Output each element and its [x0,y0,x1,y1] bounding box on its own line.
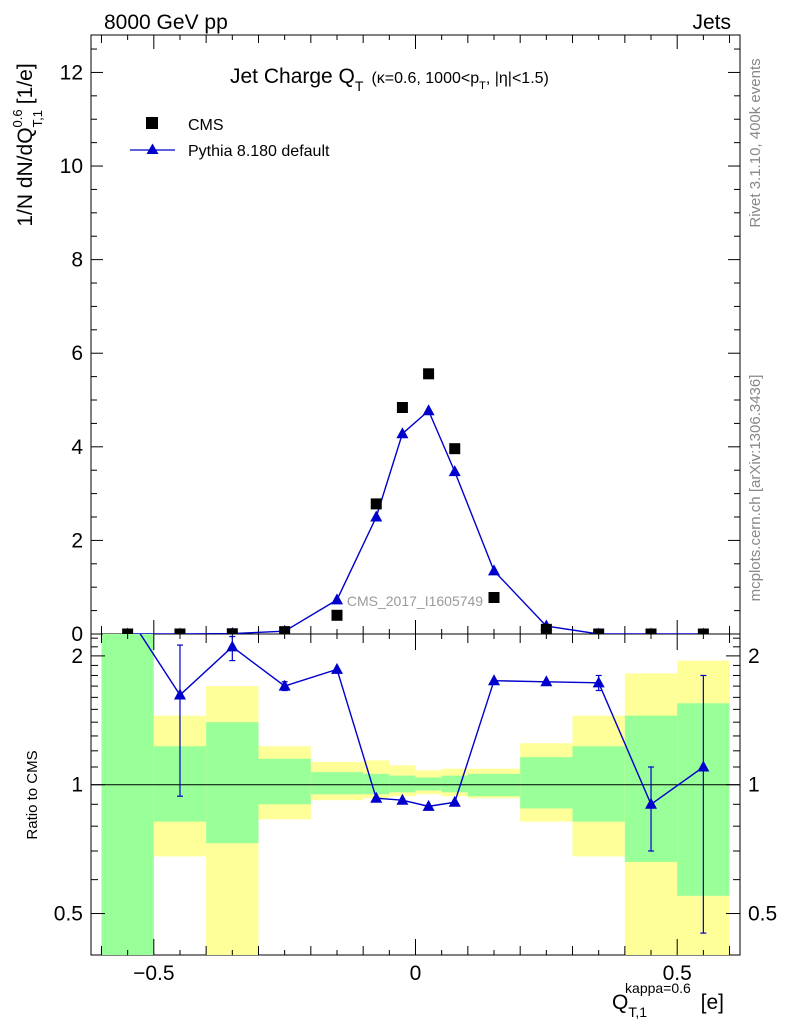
ratio-point [122,608,134,619]
ratio-band-inner [310,772,364,795]
ratio-uncertainty-bands [101,634,730,955]
cms-point [279,626,291,634]
ratio-ytick-label: 2 [71,645,83,668]
main-y-tick-labels: 0 2 4 6 8 10 12 [60,61,84,646]
ratio-y-axis-label: Ratio to CMS [24,750,41,839]
cms-point [331,609,343,621]
ratio-y-tick-labels: 0.5 0.5 1 1 2 2 [54,645,777,926]
ratio-band-inner [572,746,625,822]
main-ytick-label: 4 [71,436,83,459]
cms-point [396,402,408,414]
ratio-band-inner [415,777,442,791]
cms-point [370,498,382,510]
plot-title: Jet Charge QT (κ=0.6, 1000<pT, |η|<1.5) [230,65,549,94]
ratio-point [278,679,291,691]
main-ytick-label: 2 [71,529,83,552]
ratio-ytick-label-right: 1 [748,774,760,797]
ratio-point [645,797,658,809]
pythia-point [330,593,343,605]
ratio-band-inner [101,634,154,955]
cms-point [226,628,238,634]
ratio-point [370,791,383,803]
ratio-point [592,676,605,688]
ratio-ytick-label: 1 [71,774,83,797]
process-label: Jets [692,11,731,34]
ratio-point [422,799,435,811]
cms-point [645,628,657,634]
ratio-axis-ticks [91,634,740,956]
ratio-band-inner [258,758,311,805]
legend-cms-marker [146,117,158,129]
pythia-point [448,465,461,477]
main-ytick-label: 6 [71,342,83,365]
cms-point [540,623,552,634]
cms-point [593,628,605,634]
main-ytick-label: 10 [60,155,83,178]
legend-pythia-marker [146,143,159,154]
legend-pythia-label: Pythia 8.180 default [188,143,330,160]
ratio-ytick-label: 0.5 [54,903,83,926]
cms-point [174,628,186,634]
ratio-point [396,793,409,805]
legend: CMS Pythia 8.180 default [130,117,330,160]
ratio-point [488,674,501,686]
ratio-x-tick-labels: −0.5 0 0.5 [133,962,692,985]
ratio-band-inner [389,775,416,793]
cms-point [697,628,709,634]
ratio-point [697,760,710,772]
pythia-point [422,404,435,416]
energy-label: 8000 GeV pp [104,11,228,34]
ratio-point [448,795,461,807]
rivet-info-label: Rivet 3.1.10, 400k events [747,58,764,227]
ratio-xtick-label: 0 [410,962,422,985]
cms-point [122,628,134,634]
ratio-xtick-label: −0.5 [133,962,174,985]
ratio-band-inner [441,775,468,793]
ratio-line [139,634,704,808]
analysis-watermark: CMS_2017_I1605749 [347,593,483,609]
ratio-band-inner [520,757,573,809]
cms-series [122,368,709,634]
pythia-line [127,409,704,634]
ratio-band-inner [206,722,259,844]
ratio-point [330,662,343,674]
cms-point [449,443,461,455]
main-ytick-label: 0 [71,623,83,646]
main-ytick-label: 8 [71,249,83,272]
ratio-ytick-label-right: 2 [748,645,760,668]
legend-cms-label: CMS [188,117,224,134]
ratio-ytick-label-right: 0.5 [748,903,777,926]
ratio-point [173,688,186,700]
ratio-band-inner [363,773,390,795]
pythia-point [488,564,501,576]
ratio-series [122,608,710,934]
x-axis-label: QT,1kappa=0.6 [e] [612,980,724,1020]
ratio-point [540,675,553,687]
main-axis-ticks [91,35,740,635]
ratio-xtick-label: 0.5 [663,962,692,985]
mcplots-label: mcplots.cern.ch [arXiv:1306.3436] [747,375,764,602]
pythia-point [370,510,383,522]
pythia-point [396,427,409,439]
main-ytick-label: 12 [60,61,83,84]
main-y-axis-label: 1/N dN/dQ0.6 T,1 [1/e] [10,63,45,226]
ratio-point [226,640,239,652]
cms-point [488,591,500,603]
cms-point [423,368,435,380]
